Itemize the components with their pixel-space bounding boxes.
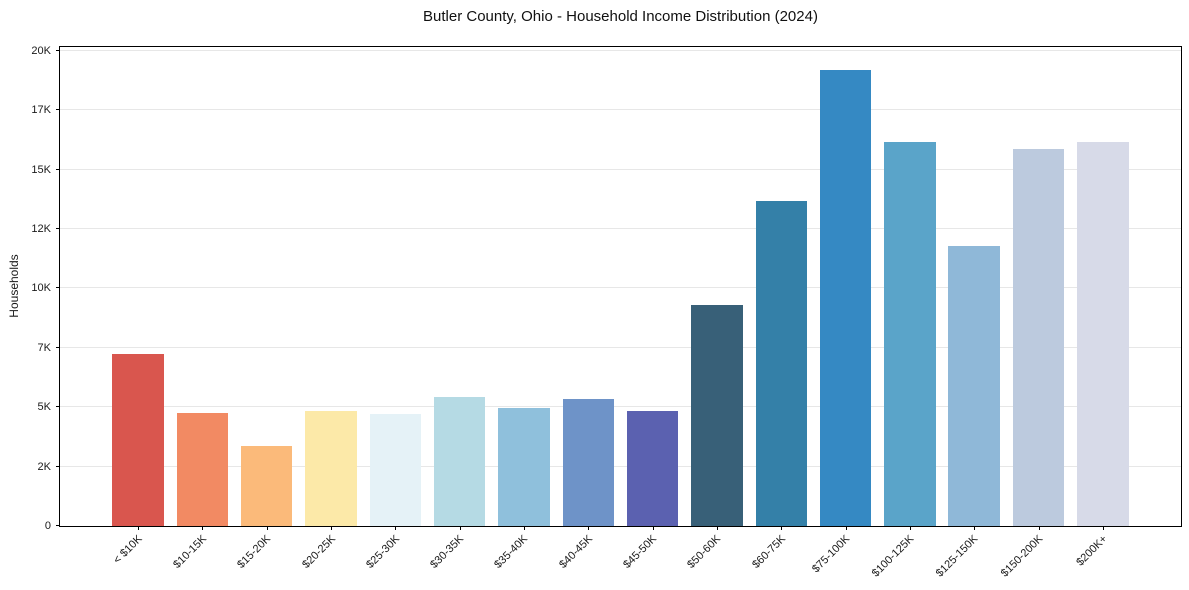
x-tick-mark — [781, 526, 783, 530]
x-tick-label: $125-150K — [934, 533, 981, 580]
gridline-5K — [60, 406, 1181, 408]
bar-slot: $10-15K — [170, 47, 234, 571]
bar-50-60k — [691, 305, 743, 526]
bar-10-15k — [176, 413, 229, 526]
x-tick-mark — [652, 526, 654, 530]
gridline-7K — [60, 346, 1181, 348]
y-tick-label-17K: 17K — [31, 104, 51, 117]
bar-slot: $15-20K — [235, 47, 299, 571]
y-tick-mark-7K — [56, 346, 60, 348]
y-tick-label-20K: 20K — [31, 44, 51, 57]
bar-slot: $60-75K — [749, 47, 813, 571]
x-tick-mark — [331, 526, 333, 530]
y-tick-label-10K: 10K — [31, 282, 51, 295]
x-tick-label: $200K+ — [1073, 533, 1110, 569]
x-tick-label: $15-20K — [235, 533, 274, 571]
x-tick-label: $75-100K — [809, 533, 853, 576]
x-tick-label: $35-40K — [492, 533, 531, 571]
x-tick-mark — [974, 526, 976, 530]
gridline-12K — [60, 228, 1181, 230]
bar-slot: $50-60K — [685, 47, 749, 571]
bar-15-20k — [241, 446, 293, 526]
bar-45-50k — [626, 410, 679, 526]
bar-slot: < $10K — [106, 47, 170, 566]
x-tick-label: $50-60K — [685, 533, 724, 571]
x-tick-mark — [138, 526, 140, 530]
bar-10k — [112, 353, 164, 526]
x-tick-mark — [588, 526, 590, 530]
y-tick-mark-15K — [56, 168, 60, 170]
x-tick-label: < $10K — [111, 533, 145, 567]
x-tick-label: $45-50K — [621, 533, 660, 571]
plot-area: 0 2K 5K 7K 10K 12K 15K 17K 20K < $10K $10-15K $15-2… — [31, 45, 1182, 580]
y-tick-mark-2K — [56, 465, 60, 467]
y-tick-label-0: 0 — [44, 520, 51, 532]
y-tick-mark-5K — [56, 406, 60, 408]
x-tick-mark — [395, 526, 397, 530]
y-tick-label-2K: 2K — [37, 460, 51, 473]
y-tick-mark-0 — [56, 525, 60, 526]
bar-slot: $35-40K — [492, 47, 556, 571]
bar-slot: $75-100K — [810, 47, 877, 575]
bars-container: < $10K $10-15K $15-20K $20-25K $25-30K $30-35… — [106, 47, 1135, 580]
bar-75-100k — [819, 69, 872, 526]
x-tick-mark — [524, 526, 526, 530]
bar-25-30k — [369, 414, 422, 526]
x-tick-mark — [459, 526, 461, 530]
x-tick-mark — [909, 526, 911, 530]
y-tick-mark-17K — [56, 109, 60, 111]
x-tick-mark — [1038, 526, 1040, 530]
x-tick-label: $40-45K — [556, 533, 595, 571]
bar-slot: $25-30K — [363, 47, 427, 571]
x-tick-label: $150-200K — [998, 533, 1046, 580]
gridline-10K — [60, 287, 1181, 289]
bar-60-75k — [755, 200, 807, 526]
bar-slot: $150-200K — [998, 47, 1070, 580]
bar-40-45k — [562, 398, 615, 526]
bar-150-200k — [1012, 149, 1065, 526]
gridline-2K — [60, 465, 1181, 467]
y-tick-label-7K: 7K — [37, 341, 51, 354]
bar-slot: $100-125K — [870, 47, 942, 580]
bar-slot: $45-50K — [621, 47, 685, 571]
gridline-15K — [60, 168, 1181, 170]
bar-slot: $200K+ — [1071, 47, 1135, 569]
x-tick-label: $30-35K — [428, 533, 467, 571]
y-tick-label-15K: 15K — [31, 163, 51, 176]
y-tick-mark-12K — [56, 228, 60, 230]
y-tick-mark-10K — [56, 287, 60, 289]
bar-35-40k — [498, 408, 550, 526]
x-tick-label: $60-75K — [749, 533, 788, 571]
bar-slot: $125-150K — [934, 47, 1006, 580]
y-tick-label-12K: 12K — [31, 223, 51, 236]
x-tick-label: $25-30K — [363, 533, 402, 571]
bar-30-35k — [433, 396, 486, 526]
bar-100-125k — [884, 142, 936, 526]
bar-125-150k — [948, 245, 1000, 526]
gridline-17K — [60, 109, 1181, 111]
y-axis-label: Households — [7, 254, 21, 318]
y-tick-mark-20K — [56, 49, 60, 51]
x-tick-label: $10-15K — [171, 533, 209, 571]
bar-slot: $30-35K — [428, 47, 492, 571]
x-tick-label: $20-25K — [299, 533, 338, 571]
bar-20-25k — [305, 410, 357, 526]
x-tick-mark — [716, 526, 718, 530]
x-tick-mark — [202, 526, 204, 530]
x-tick-mark — [266, 526, 268, 530]
x-tick-label: $100-125K — [869, 533, 917, 580]
bar-slot: $40-45K — [556, 47, 620, 571]
bar-200k — [1077, 142, 1129, 526]
chart-title: Butler County, Ohio - Household Income D… — [423, 8, 818, 25]
x-tick-mark — [845, 526, 847, 530]
y-tick-label-5K: 5K — [37, 401, 51, 414]
x-tick-mark — [1102, 526, 1104, 530]
gridline-20K — [60, 49, 1181, 51]
bar-slot: $20-25K — [299, 47, 363, 571]
